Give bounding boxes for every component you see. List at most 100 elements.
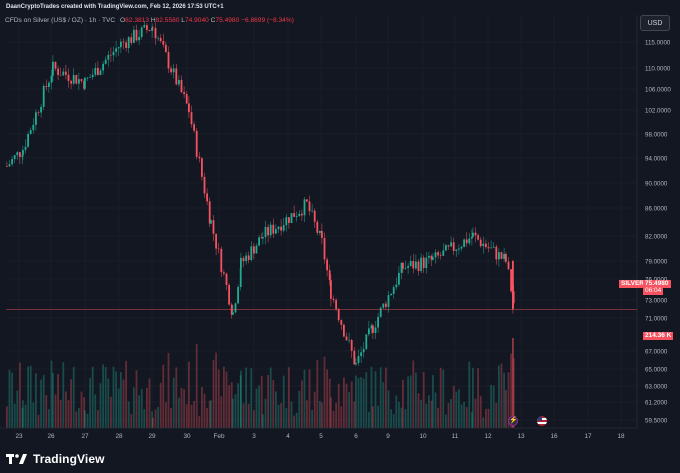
candle-body <box>505 254 507 262</box>
volume-bar <box>86 413 89 428</box>
candle-body <box>48 82 50 87</box>
time-tick-label: 11 <box>452 433 459 440</box>
volume-bar <box>479 396 482 428</box>
candle-body <box>178 79 180 85</box>
volume-bar <box>285 408 288 428</box>
volume-bar <box>382 382 385 428</box>
volume-bar <box>54 394 57 428</box>
volume-bar <box>255 388 258 428</box>
candle-body <box>428 255 430 258</box>
volume-bar <box>117 388 120 428</box>
volume-bar <box>195 343 198 428</box>
candle-body <box>447 245 450 247</box>
volume-bar <box>167 352 170 428</box>
volume-bar <box>52 372 54 428</box>
time-tick-label: 29 <box>148 433 156 440</box>
candle-body <box>110 54 112 56</box>
volume-bar <box>157 407 159 428</box>
candle-body <box>412 261 415 269</box>
candle-body <box>237 286 239 304</box>
time-tick-label: Feb <box>213 433 224 440</box>
volume-bar <box>203 393 206 428</box>
candle-body <box>13 155 16 160</box>
lightning-icon[interactable]: ⚡ <box>508 416 518 426</box>
candle-body <box>507 261 510 270</box>
tradingview-logo-text: TradingView <box>33 452 105 466</box>
candle-body <box>223 272 225 274</box>
candle-body <box>455 249 458 251</box>
candle-body <box>195 130 198 157</box>
volume-bar <box>151 411 153 428</box>
volume-bar <box>353 401 356 428</box>
candle-body <box>72 74 75 84</box>
volume-bar <box>159 382 162 428</box>
price-tick-label: 59.5000 <box>645 417 668 424</box>
tradingview-logo[interactable]: TradingView <box>6 452 105 466</box>
volume-bar <box>288 367 290 428</box>
volume-bar <box>434 392 437 428</box>
volume-bar <box>492 385 495 428</box>
volume-bar <box>206 408 208 428</box>
candle-body <box>157 38 159 39</box>
candle-body <box>24 146 27 150</box>
volume-bar <box>175 367 178 428</box>
candle-body <box>390 293 392 296</box>
candle-body <box>360 352 362 357</box>
price-tick-label: 98.0000 <box>645 131 668 138</box>
candle-body <box>492 246 495 248</box>
candle-body <box>368 328 370 335</box>
candle-body <box>35 112 37 125</box>
candle-body <box>290 213 293 224</box>
candle-body <box>107 54 110 60</box>
volume-bar <box>122 379 125 428</box>
volume-bar <box>37 414 40 428</box>
volume-bar <box>24 404 27 428</box>
volume-bar <box>282 375 285 428</box>
candle-body <box>220 248 223 273</box>
candle-body <box>357 356 360 364</box>
candle-body <box>75 74 78 84</box>
volume-bar <box>40 379 42 428</box>
volume-bar <box>500 363 503 428</box>
volume-bar <box>332 410 335 428</box>
high-value: 82.5580 <box>155 17 180 24</box>
candle-body <box>239 268 242 287</box>
volume-bar <box>84 410 86 428</box>
candle-body <box>458 248 460 250</box>
volume-bar <box>402 379 404 428</box>
volume-bar <box>280 402 282 428</box>
us-flag-icon[interactable] <box>537 416 547 426</box>
time-tick-label: 3 <box>252 433 256 440</box>
volume-bar <box>368 411 370 428</box>
volume-bar <box>505 389 507 428</box>
volume-bar <box>345 383 348 428</box>
symbol-description[interactable]: CFDs on Silver (US$ / OZ) · 1h · TVC <box>5 17 116 24</box>
volume-bar <box>140 388 143 428</box>
candle-body <box>37 112 40 113</box>
footer <box>0 444 680 473</box>
volume-bar <box>138 395 140 428</box>
volume-bar <box>11 372 13 428</box>
candle-body <box>348 339 350 341</box>
volume-bar <box>152 417 154 428</box>
price-tick-label: 61.2000 <box>645 399 668 406</box>
volume-bar <box>474 398 477 428</box>
volume-bar <box>201 387 203 428</box>
candle-body <box>217 248 220 250</box>
candle-body <box>272 224 275 234</box>
volume-bar <box>170 407 172 428</box>
price-tick-label: 94.0000 <box>645 155 668 162</box>
candle-body <box>395 284 398 288</box>
candle-body <box>345 336 348 341</box>
close-value: 75.4980 <box>215 17 240 24</box>
candle-body <box>230 304 233 315</box>
volume-bar <box>415 372 417 428</box>
candle-body <box>313 210 316 222</box>
volume-bar <box>340 406 343 428</box>
volume-bar <box>133 387 135 428</box>
volume-bar <box>463 401 465 428</box>
currency-button[interactable]: USD <box>640 15 670 31</box>
candle-body <box>285 217 288 226</box>
candle-body <box>198 156 201 159</box>
